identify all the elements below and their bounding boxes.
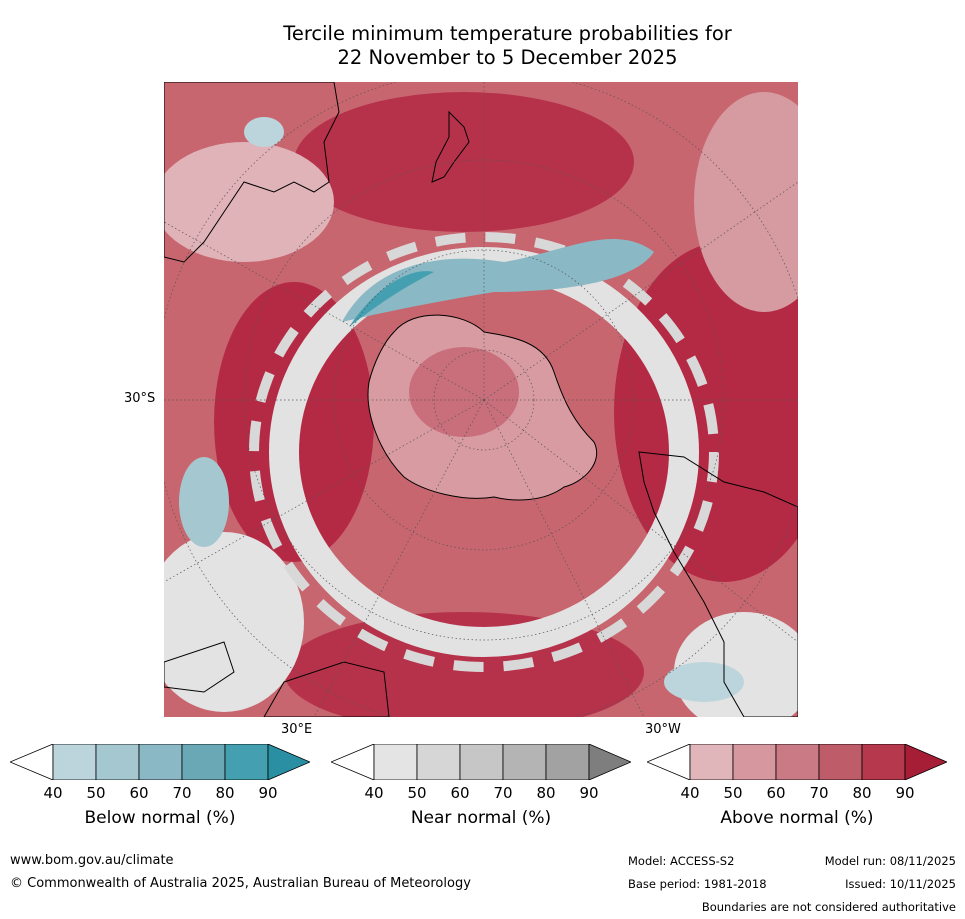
model-name: Model: ACCESS-S2 [628,854,735,868]
below-normal-patch [179,457,229,547]
colorbar-segment [95,744,140,780]
tick-label: 90 [579,784,599,802]
issued-date: Issued: 10/11/2025 [845,877,956,891]
africa-coast [164,641,235,693]
title-line-1: Tercile minimum temperature probabilitie… [283,22,732,45]
tick-label: 50 [86,784,106,802]
lon-label-30e: 30°E [281,722,313,737]
colorbar-segment [545,744,590,780]
below-normal-patch [244,117,284,147]
colorbar-segment [416,744,461,780]
colorbar-extension-low [331,744,375,780]
boundaries-disclaimer: Boundaries are not considered authoritat… [701,900,956,914]
colorbar-segment [138,744,183,780]
south-america-coast [638,451,798,717]
tick-label: 40 [680,784,700,802]
colorbar-above-normal [647,744,947,780]
colorbar-segment [224,744,269,780]
new-zealand-coast [431,110,470,183]
tick-label: 70 [809,784,829,802]
colorbar-extension-low [647,744,691,780]
tick-label: 40 [43,784,63,802]
near-normal-region [164,532,304,712]
colorbar-segment [502,744,547,780]
colorbar-segment [689,744,734,780]
tick-label: 90 [895,784,915,802]
colorbar-below-label: Below normal (%) [84,808,236,828]
map-title: Tercile minimum temperature probabilitie… [160,22,855,70]
colorbar-segment [818,744,863,780]
above-normal-region [294,92,634,232]
tick-label: 70 [172,784,192,802]
colorbar-extension-high [904,744,947,780]
madagascar-coast [263,661,390,717]
near-normal-ring [249,232,719,672]
tick-label: 60 [129,784,149,802]
tick-label: 50 [723,784,743,802]
tick-label: 50 [407,784,427,802]
tick-label: 40 [364,784,384,802]
colorbar-above-label: Above normal (%) [720,808,874,828]
below-normal-band [342,239,654,322]
tick-label: 70 [493,784,513,802]
tick-label: 80 [215,784,235,802]
graticule [164,82,798,717]
colorbar-segment [373,744,418,780]
colorbar-segment [459,744,504,780]
tick-label: 60 [766,784,786,802]
colorbar-extension-high [588,744,631,780]
colorbar-segment [861,744,906,780]
above-normal-region [409,347,519,437]
tick-label: 60 [450,784,470,802]
title-line-2: 22 November to 5 December 2025 [337,46,678,69]
lon-label-30w: 30°W [645,722,681,737]
colorbar-segment [52,744,97,780]
colorbar-near-normal [331,744,631,780]
colorbar-extension-low [10,744,54,780]
lat-label-30s: 30°S [124,391,156,406]
model-run-date: Model run: 08/11/2025 [824,854,956,868]
probability-map [164,82,798,717]
tick-label: 90 [258,784,278,802]
tick-label: 80 [852,784,872,802]
copyright-text: © Commonwealth of Australia 2025, Austra… [10,876,471,891]
australia-coast [164,82,340,263]
colorbar-below-normal [10,744,310,780]
colorbar-segment [181,744,226,780]
website-link[interactable]: www.bom.gov.au/climate [10,853,174,868]
colorbar-near-label: Near normal (%) [410,808,552,828]
above-normal-region [164,142,334,262]
colorbar-segment [732,744,777,780]
tick-label: 80 [536,784,556,802]
base-period: Base period: 1981-2018 [628,877,767,891]
colorbar-segment [775,744,820,780]
colorbar-extension-high [267,744,310,780]
above-normal-region [694,92,798,312]
